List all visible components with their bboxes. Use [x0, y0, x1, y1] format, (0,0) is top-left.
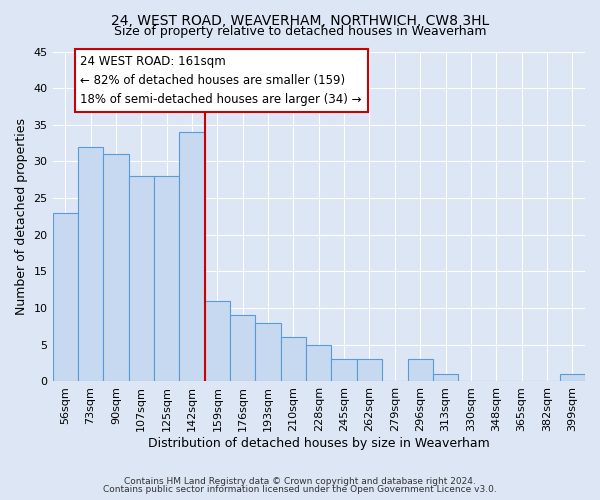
Bar [103, 154, 128, 382]
Bar [256, 323, 281, 382]
Bar [53, 213, 78, 382]
Bar [407, 360, 433, 382]
Bar [230, 316, 256, 382]
Text: Contains public sector information licensed under the Open Government Licence v3: Contains public sector information licen… [103, 485, 497, 494]
Bar [331, 360, 357, 382]
Bar [179, 132, 205, 382]
Bar [128, 176, 154, 382]
Bar [205, 301, 230, 382]
Bar [281, 338, 306, 382]
Text: 24, WEST ROAD, WEAVERHAM, NORTHWICH, CW8 3HL: 24, WEST ROAD, WEAVERHAM, NORTHWICH, CW8… [111, 14, 489, 28]
Bar [560, 374, 585, 382]
Bar [78, 147, 103, 382]
Bar [433, 374, 458, 382]
X-axis label: Distribution of detached houses by size in Weaverham: Distribution of detached houses by size … [148, 437, 490, 450]
Text: 24 WEST ROAD: 161sqm
← 82% of detached houses are smaller (159)
18% of semi-deta: 24 WEST ROAD: 161sqm ← 82% of detached h… [80, 55, 362, 106]
Bar [154, 176, 179, 382]
Y-axis label: Number of detached properties: Number of detached properties [15, 118, 28, 315]
Text: Contains HM Land Registry data © Crown copyright and database right 2024.: Contains HM Land Registry data © Crown c… [124, 477, 476, 486]
Bar [306, 345, 331, 382]
Bar [357, 360, 382, 382]
Text: Size of property relative to detached houses in Weaverham: Size of property relative to detached ho… [114, 25, 486, 38]
